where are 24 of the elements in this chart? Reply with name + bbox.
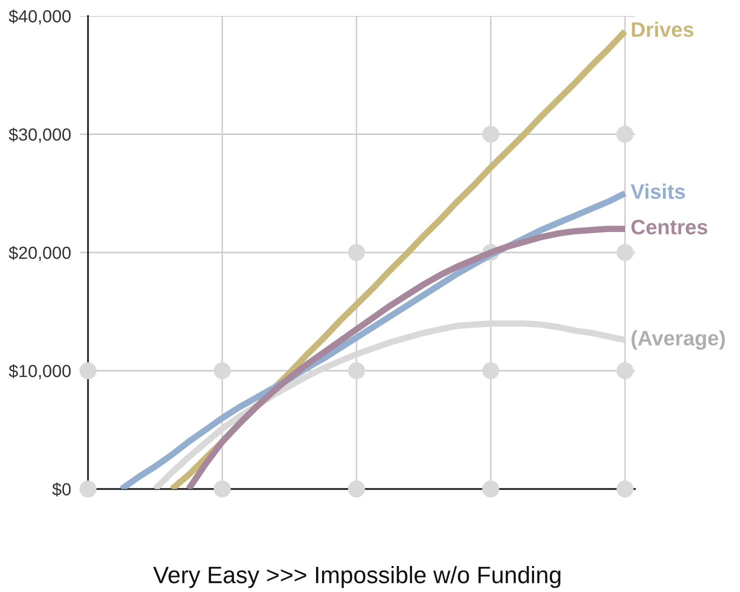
point (616, 362, 634, 380)
point (616, 480, 634, 498)
point (348, 480, 366, 498)
x-axis-title: Very Easy >>> Impossible w/o Funding (153, 566, 560, 588)
point (482, 480, 500, 498)
point (214, 362, 231, 380)
point (482, 362, 500, 380)
point (214, 480, 231, 498)
point (348, 244, 366, 262)
series-label: (Average) (632, 330, 725, 350)
y-tick-label: $10,000 (8, 364, 71, 380)
y-tick-label: $40,000 (8, 9, 71, 25)
point (482, 126, 500, 143)
point (79, 362, 97, 380)
point (616, 126, 634, 143)
point (348, 362, 366, 380)
series-label: Centres (631, 220, 708, 234)
point (79, 480, 97, 498)
y-tick-label: $20,000 (8, 246, 71, 262)
series-label: Visits (630, 184, 685, 199)
series-label: Drives (632, 22, 694, 37)
point (616, 244, 634, 262)
y-tick-label: $30,000 (8, 128, 71, 143)
y-tick-label: $0 (52, 482, 71, 496)
